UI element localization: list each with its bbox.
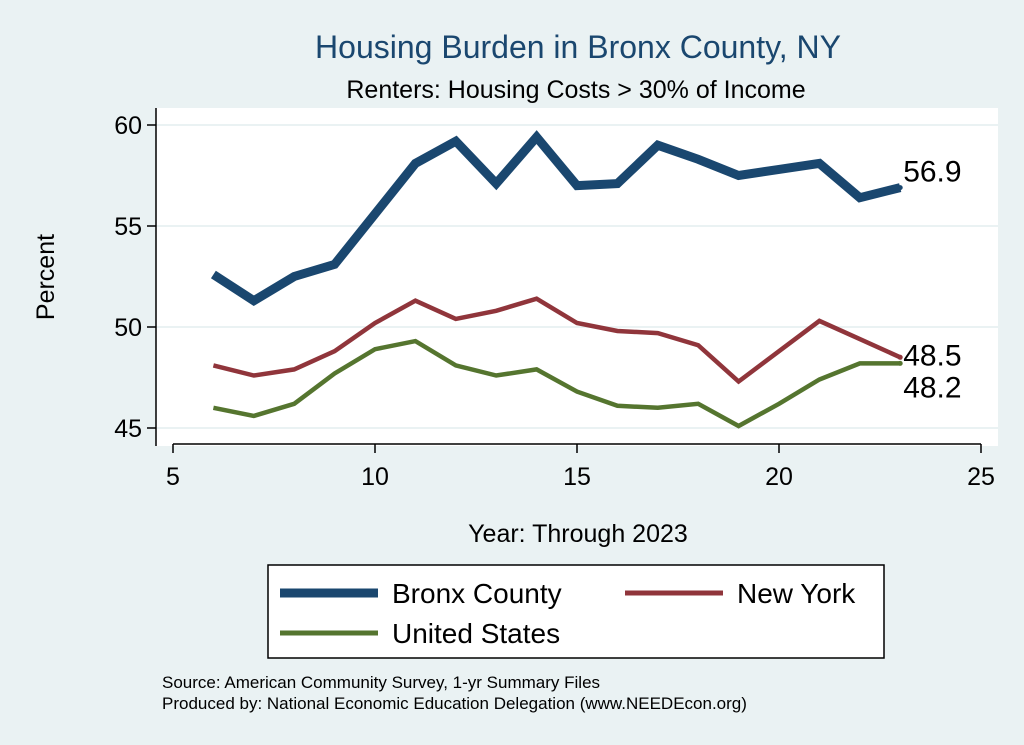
legend-box	[267, 564, 885, 659]
series-line-bronx-county	[210, 130, 902, 307]
end-label-new-york: 48.5	[903, 339, 961, 372]
legend-label-united-states: United States	[392, 618, 560, 649]
gridlines	[156, 124, 998, 429]
end-marker-united-states	[897, 360, 903, 366]
x-tick-label-15: 15	[563, 463, 591, 491]
x-tick-label-25: 25	[967, 463, 995, 491]
legend-label-bronx-county: Bronx County	[392, 578, 562, 609]
y-tick-label-50: 50	[114, 314, 142, 342]
end-label-bronx-county: 56.9	[903, 156, 961, 189]
x-tick-label-20: 20	[765, 463, 793, 491]
x-tick-label-5: 5	[166, 463, 180, 491]
legend: Bronx County New York United States	[267, 564, 885, 659]
series-line-new-york	[212, 296, 902, 385]
chart-subtitle: Renters: Housing Costs > 30% of Income	[346, 76, 805, 104]
producer-note: Produced by: National Economic Education…	[162, 694, 747, 713]
source-note: Source: American Community Survey, 1-yr …	[162, 673, 600, 692]
end-marker-new-york	[897, 354, 903, 360]
chart-title: Housing Burden in Bronx County, NY	[315, 29, 841, 65]
end-labels: 56.9 48.548.2	[897, 156, 962, 404]
x-tick-label-10: 10	[361, 463, 389, 491]
y-axis-title: Percent	[32, 234, 60, 320]
y-tick-label-55: 55	[114, 213, 142, 241]
x-axis-title: Year: Through 2023	[468, 520, 688, 548]
plot-area	[156, 108, 998, 446]
y-tick-label-45: 45	[114, 415, 142, 443]
series-line-united-states	[212, 338, 901, 429]
y-tick-label-60: 60	[114, 112, 142, 140]
axes: 45 50 55 60 5 10 15 20 25	[114, 108, 995, 491]
end-marker-bronx-county	[897, 185, 903, 191]
end-label-united-states: 48.2	[903, 371, 961, 404]
series-lines	[210, 130, 902, 429]
legend-label-new-york: New York	[737, 578, 856, 609]
